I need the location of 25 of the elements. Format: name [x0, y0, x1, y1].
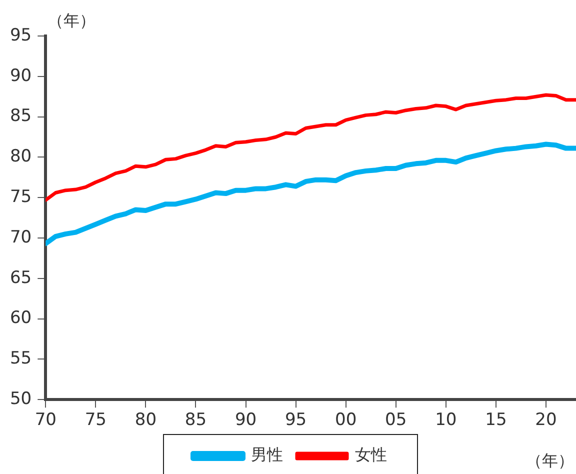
- y-tick-label: 70: [10, 227, 32, 248]
- y-tick-label: 55: [10, 348, 32, 369]
- x-tick-label: 70: [34, 410, 56, 430]
- legend-label: 女性: [355, 445, 387, 464]
- x-tick-label: 75: [84, 410, 106, 430]
- legend-label: 男性: [251, 445, 283, 464]
- x-tick-label: 20: [535, 410, 557, 430]
- x-axis-title: （年）: [526, 451, 574, 470]
- x-tick-label: 15: [485, 410, 507, 430]
- y-tick-label: 85: [10, 106, 32, 126]
- x-tick-label: 00: [335, 410, 357, 430]
- x-tick-label: 85: [184, 410, 207, 430]
- y-tick-label: 75: [10, 187, 32, 208]
- x-tick-label: 10: [435, 410, 457, 430]
- x-tick-label: 90: [234, 410, 257, 430]
- y-tick-label: 80: [10, 146, 32, 167]
- y-tick-label: 65: [10, 268, 32, 288]
- y-tick-label: 60: [10, 308, 32, 328]
- y-tick-label: 50: [10, 389, 32, 410]
- x-tick-label: 05: [385, 410, 407, 430]
- x-tick-label: 80: [134, 410, 157, 430]
- y-tick-label: 90: [10, 66, 32, 86]
- y-tick-label: 95: [10, 25, 32, 46]
- y-axis-title: （年）: [48, 11, 96, 30]
- x-tick-label: 95: [284, 410, 307, 430]
